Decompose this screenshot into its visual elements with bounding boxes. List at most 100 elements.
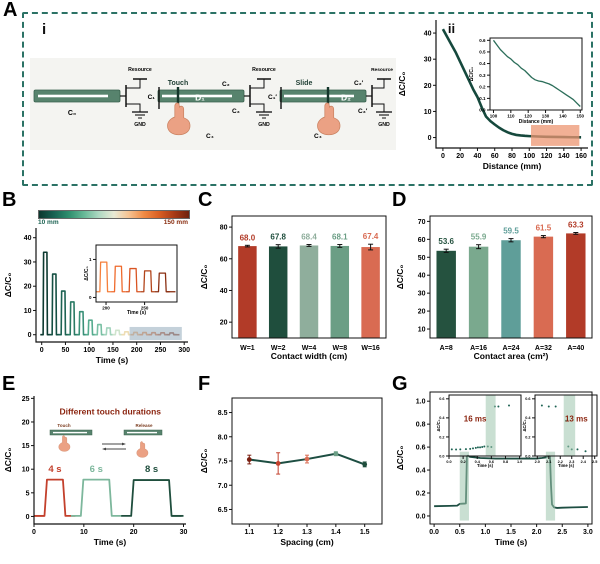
svg-text:ΔC/C₀: ΔC/C₀ [469, 67, 475, 81]
panel-f-chart: 1.1 1.2 1.3 1.4 1.5 6.5 7.0 7.5 8.0 8.5 Spacing (c… [199, 397, 383, 547]
svg-text:ΔC/C₀: ΔC/C₀ [3, 273, 13, 298]
svg-text:15: 15 [22, 443, 30, 450]
svg-text:60: 60 [491, 153, 499, 160]
label-c2: C₂ [222, 81, 230, 88]
svg-text:4 s: 4 s [48, 464, 61, 475]
svg-text:ΔC/C₀: ΔC/C₀ [199, 449, 209, 474]
svg-text:6.5: 6.5 [218, 507, 228, 514]
label-gnd: GND [258, 122, 270, 128]
panel-e-chart: 0 10 20 30 0 5 10 15 20 25 Time (s) ΔC/C₀ Different … [3, 396, 188, 547]
svg-text:W=4: W=4 [302, 345, 317, 352]
mini-touch-label: Touch [57, 423, 70, 428]
svg-text:ΔC/C₀: ΔC/C₀ [436, 419, 441, 431]
svg-text:0.0: 0.0 [446, 460, 451, 464]
svg-text:Time (s): Time (s) [477, 463, 494, 468]
svg-text:0.4: 0.4 [525, 416, 531, 420]
svg-text:2.4: 2.4 [581, 460, 587, 464]
panel-label-c: C [198, 189, 213, 211]
svg-text:70: 70 [418, 219, 426, 226]
svg-text:20: 20 [24, 284, 32, 291]
svg-text:2.5: 2.5 [557, 529, 567, 536]
svg-text:13 ms: 13 ms [565, 415, 588, 424]
svg-text:300: 300 [178, 347, 190, 354]
svg-text:60: 60 [220, 256, 228, 263]
svg-text:200: 200 [131, 347, 143, 354]
b-colorbar-labels: 10 mm 150 mm [38, 219, 188, 226]
svg-text:20: 20 [130, 529, 138, 536]
svg-text:53.6: 53.6 [438, 237, 454, 246]
label-c4: C₄ [206, 133, 214, 140]
svg-text:Spacing (cm): Spacing (cm) [280, 537, 334, 547]
svg-text:1.4: 1.4 [331, 529, 341, 536]
svg-text:Distance (mm): Distance (mm) [483, 161, 542, 171]
svg-text:40: 40 [474, 153, 482, 160]
label-gnd: GND [134, 122, 146, 128]
svg-text:8 s: 8 s [145, 464, 158, 475]
label-resource: Resource [252, 67, 276, 73]
svg-text:Contact width (cm): Contact width (cm) [271, 351, 348, 361]
panel-label-e: E [2, 373, 16, 395]
svg-text:ΔC/C₀: ΔC/C₀ [84, 266, 90, 280]
svg-text:150: 150 [107, 347, 119, 354]
svg-text:0.8: 0.8 [416, 422, 426, 429]
svg-text:2.3: 2.3 [569, 460, 574, 464]
svg-text:ΔC/C₀: ΔC/C₀ [522, 419, 527, 431]
panel-g-chart: 0.0 0.5 1.0 1.5 2.0 2.5 3.0 0.0 0.2 0.4 0.6 0.8 1.0 T… [395, 391, 593, 547]
svg-text:0.4: 0.4 [416, 468, 426, 475]
svg-text:130: 130 [542, 114, 550, 119]
svg-text:0.2: 0.2 [416, 491, 426, 498]
svg-text:0.0: 0.0 [429, 529, 439, 536]
svg-text:Time (s): Time (s) [94, 537, 127, 547]
svg-text:67.4: 67.4 [363, 232, 379, 241]
svg-text:68.0: 68.0 [240, 233, 256, 242]
label-gnd: GND [378, 122, 390, 128]
svg-text:8.5: 8.5 [218, 410, 228, 417]
svg-text:50: 50 [62, 347, 70, 354]
label-c0: C₀ [68, 110, 76, 117]
svg-text:A=32: A=32 [535, 345, 552, 352]
label-c1p: C₁′ [268, 94, 277, 101]
svg-text:140: 140 [558, 153, 570, 160]
panel-g-inset-right-chart: 2.0 2.1 2.2 2.3 2.4 2.5 0.0 0.2 0.4 0.6 Time (s) ΔC… [522, 394, 598, 468]
svg-text:Time (s): Time (s) [495, 537, 528, 547]
svg-text:1.5: 1.5 [506, 529, 516, 536]
b-colorbar [38, 210, 190, 219]
svg-text:1.0: 1.0 [480, 529, 490, 536]
svg-text:0.2: 0.2 [525, 435, 530, 439]
svg-text:20: 20 [456, 153, 464, 160]
svg-text:0.1: 0.1 [479, 96, 486, 101]
svg-text:0: 0 [428, 135, 432, 142]
svg-text:1.2: 1.2 [273, 529, 283, 536]
svg-text:0.3: 0.3 [479, 73, 486, 78]
svg-text:0: 0 [28, 332, 32, 339]
svg-text:50: 50 [418, 255, 426, 262]
svg-text:W=1: W=1 [240, 345, 255, 352]
svg-text:A=40: A=40 [567, 345, 584, 352]
svg-text:63.3: 63.3 [568, 221, 584, 230]
svg-text:0.6: 0.6 [489, 460, 494, 464]
svg-text:67.8: 67.8 [270, 233, 286, 242]
svg-text:0.0: 0.0 [479, 108, 486, 113]
svg-text:25: 25 [22, 396, 30, 403]
svg-text:68.4: 68.4 [301, 233, 317, 242]
svg-text:A=8: A=8 [440, 345, 453, 352]
label-resource: Resource [371, 67, 393, 73]
b-colorbar-start-label: 10 mm [38, 219, 59, 226]
svg-text:30: 30 [424, 57, 432, 64]
panel-label-b: B [2, 189, 17, 211]
svg-text:200: 200 [102, 306, 110, 311]
svg-text:Time (s): Time (s) [127, 310, 146, 316]
svg-text:160: 160 [575, 153, 587, 160]
svg-text:0.0: 0.0 [439, 454, 444, 458]
svg-text:2.0: 2.0 [535, 460, 540, 464]
hand-icon [58, 435, 71, 452]
svg-text:1.3: 1.3 [302, 529, 312, 536]
svg-text:ΔC/C₀: ΔC/C₀ [199, 265, 209, 290]
svg-text:10: 10 [424, 109, 432, 116]
svg-text:ΔC/C₀: ΔC/C₀ [395, 446, 405, 471]
svg-text:0.0: 0.0 [525, 454, 530, 458]
svg-text:0.6: 0.6 [479, 38, 486, 43]
